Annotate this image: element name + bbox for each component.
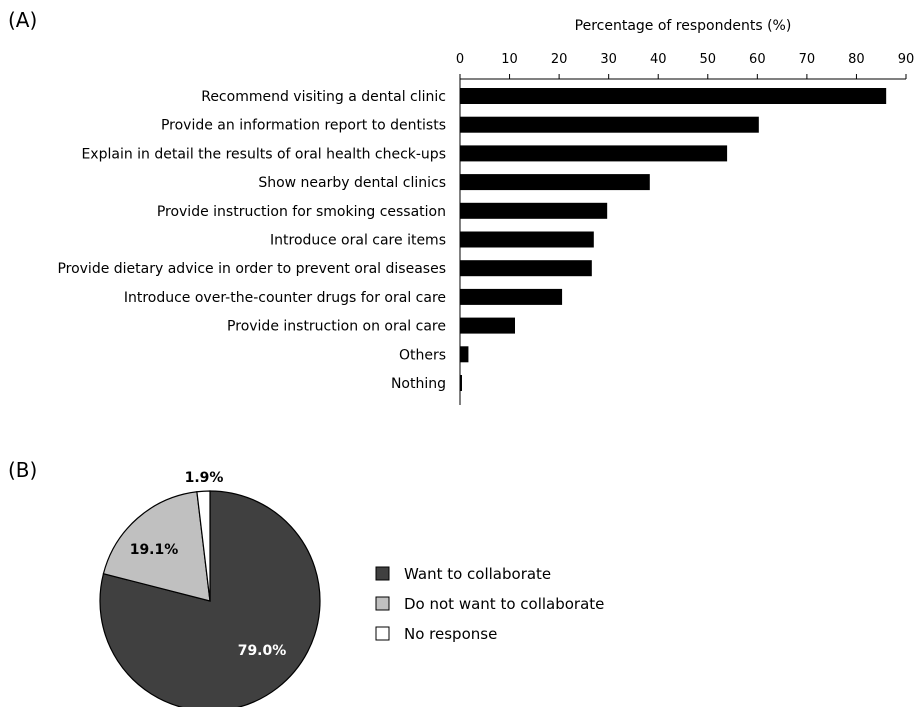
bar-chart: Percentage of respondents (%) 0 10 20 30 40 50… [57, 18, 915, 405]
category-label: Provide instruction for smoking cessatio… [157, 204, 446, 220]
pie-slice [102, 491, 211, 602]
category-label: Provide an information report to dentist… [161, 118, 446, 134]
x-tick-label: 60 [749, 52, 766, 67]
pie-chart: 79.0% 19.1% 1.9% Want to collaborate Do not … [99, 470, 604, 707]
bar [460, 88, 887, 104]
legend-label: Do not want to collaborate [404, 595, 604, 613]
legend-swatch [375, 596, 390, 611]
x-tick-label: 30 [600, 52, 617, 67]
bar [460, 375, 462, 391]
x-tick-label: 50 [700, 52, 717, 67]
panel-a-label: (A) [8, 8, 38, 32]
x-tick-label: 40 [650, 52, 667, 67]
pie-slice [196, 490, 211, 602]
bar [460, 174, 650, 191]
x-tick-label: 10 [501, 52, 518, 67]
category-label: Recommend visiting a dental clinic [201, 89, 446, 105]
slice-label: 19.1% [130, 542, 179, 558]
category-label: Introduce oral care items [270, 233, 446, 249]
legend-swatch [375, 566, 390, 581]
x-axis-title: Percentage of respondents (%) [575, 18, 792, 34]
category-label: Introduce over-the-counter drugs for ora… [124, 290, 446, 306]
category-label: Provide dietary advice in order to preve… [57, 261, 446, 277]
legend-label: No response [404, 625, 497, 643]
bar [460, 288, 563, 305]
legend-label: Want to collaborate [404, 565, 551, 583]
x-tick-label: 20 [551, 52, 568, 67]
slice-label: 1.9% [185, 470, 224, 486]
x-tick-label: 80 [848, 52, 865, 67]
x-tick-label: 90 [898, 52, 915, 67]
bar [460, 260, 592, 277]
x-tick-label: 0 [456, 52, 464, 67]
legend-swatch [375, 626, 390, 641]
category-label: Others [399, 347, 446, 363]
slice-label: 79.0% [238, 643, 287, 659]
bar [460, 317, 516, 334]
bar [460, 145, 728, 162]
category-label: Provide instruction on oral care [227, 319, 446, 335]
category-label: Show nearby dental clinics [258, 175, 446, 191]
bar [460, 202, 608, 219]
panel-b-label: (B) [8, 458, 38, 482]
category-label: Explain in detail the results of oral he… [81, 146, 446, 162]
x-tick-label: 70 [799, 52, 816, 67]
bar [460, 116, 759, 133]
category-label: Nothing [391, 376, 446, 392]
bar [460, 231, 594, 248]
bar [460, 346, 469, 363]
